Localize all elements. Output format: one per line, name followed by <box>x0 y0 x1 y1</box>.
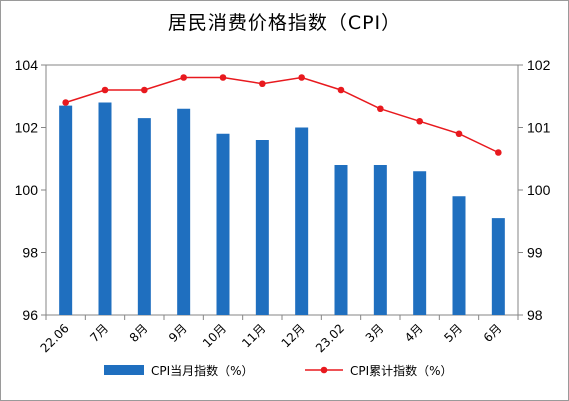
line-point <box>416 117 423 125</box>
right-axis-tick-label: 102 <box>527 57 551 73</box>
right-axis-tick-label: 99 <box>527 245 543 261</box>
bar <box>413 171 427 315</box>
x-tick-label: 7月 <box>87 321 111 345</box>
bar <box>255 140 269 315</box>
left-axis-tick-label: 100 <box>15 182 39 198</box>
bar <box>98 102 112 315</box>
line-point <box>259 80 266 88</box>
chart-axes: 96 98 100 102 104 98 99 100 101 102 <box>15 57 551 323</box>
legend: CPI当月指数（%） CPI累计指数（%） <box>104 363 453 378</box>
bar-series <box>59 102 505 315</box>
x-tick-label: 8月 <box>127 321 151 345</box>
line-point <box>141 86 148 94</box>
bar <box>373 165 387 315</box>
legend-line-marker <box>320 366 328 374</box>
x-tick-label: 3月 <box>363 321 387 345</box>
chart-title: 居民消费价格指数（CPI） <box>167 12 402 34</box>
bar <box>334 165 348 315</box>
left-axis-tick-label: 104 <box>15 57 39 73</box>
x-tick-label: 9月 <box>166 321 190 345</box>
line-series <box>62 74 502 156</box>
line-point <box>219 74 227 81</box>
legend-line-label: CPI累计指数（%） <box>350 363 453 378</box>
bar <box>216 133 230 315</box>
x-tick-label: 12月 <box>279 321 308 350</box>
bar <box>177 108 191 315</box>
left-axis-tick-label: 98 <box>22 245 38 261</box>
line-path <box>65 76 499 154</box>
bar <box>59 105 73 315</box>
left-axis-tick-label: 96 <box>22 307 38 323</box>
line-point <box>298 74 305 81</box>
x-tick-label: 22.06 <box>38 321 72 355</box>
x-tick-label: 23.02 <box>313 321 347 355</box>
line-point <box>337 86 345 94</box>
line-point <box>62 99 69 106</box>
left-axis-tick-label: 102 <box>15 120 39 136</box>
bar <box>452 196 466 315</box>
x-tick-label: 11月 <box>239 321 268 350</box>
x-tick-labels: 22.06 7月 8月 9月 10月 11月 12月 23.02 3月 4月 5月 6月 <box>38 321 505 355</box>
legend-bar-swatch <box>104 365 144 375</box>
right-axis-tick-label: 98 <box>527 307 543 323</box>
right-axis-tick-label: 100 <box>527 182 551 198</box>
line-point <box>377 105 384 113</box>
line-point <box>101 86 109 94</box>
line-point <box>495 149 502 156</box>
plot-area-border <box>45 64 519 316</box>
legend-bar-label: CPI当月指数（%） <box>151 363 254 378</box>
x-tick-label: 10月 <box>200 321 229 350</box>
bar <box>491 218 505 315</box>
bar <box>295 127 309 315</box>
line-point <box>455 130 463 138</box>
right-axis-tick-label: 101 <box>527 120 551 136</box>
x-tick-label: 6月 <box>481 321 505 345</box>
bar <box>137 118 151 315</box>
x-tick-label: 4月 <box>402 321 426 345</box>
line-point <box>180 74 187 81</box>
x-tick-label: 5月 <box>441 321 465 345</box>
